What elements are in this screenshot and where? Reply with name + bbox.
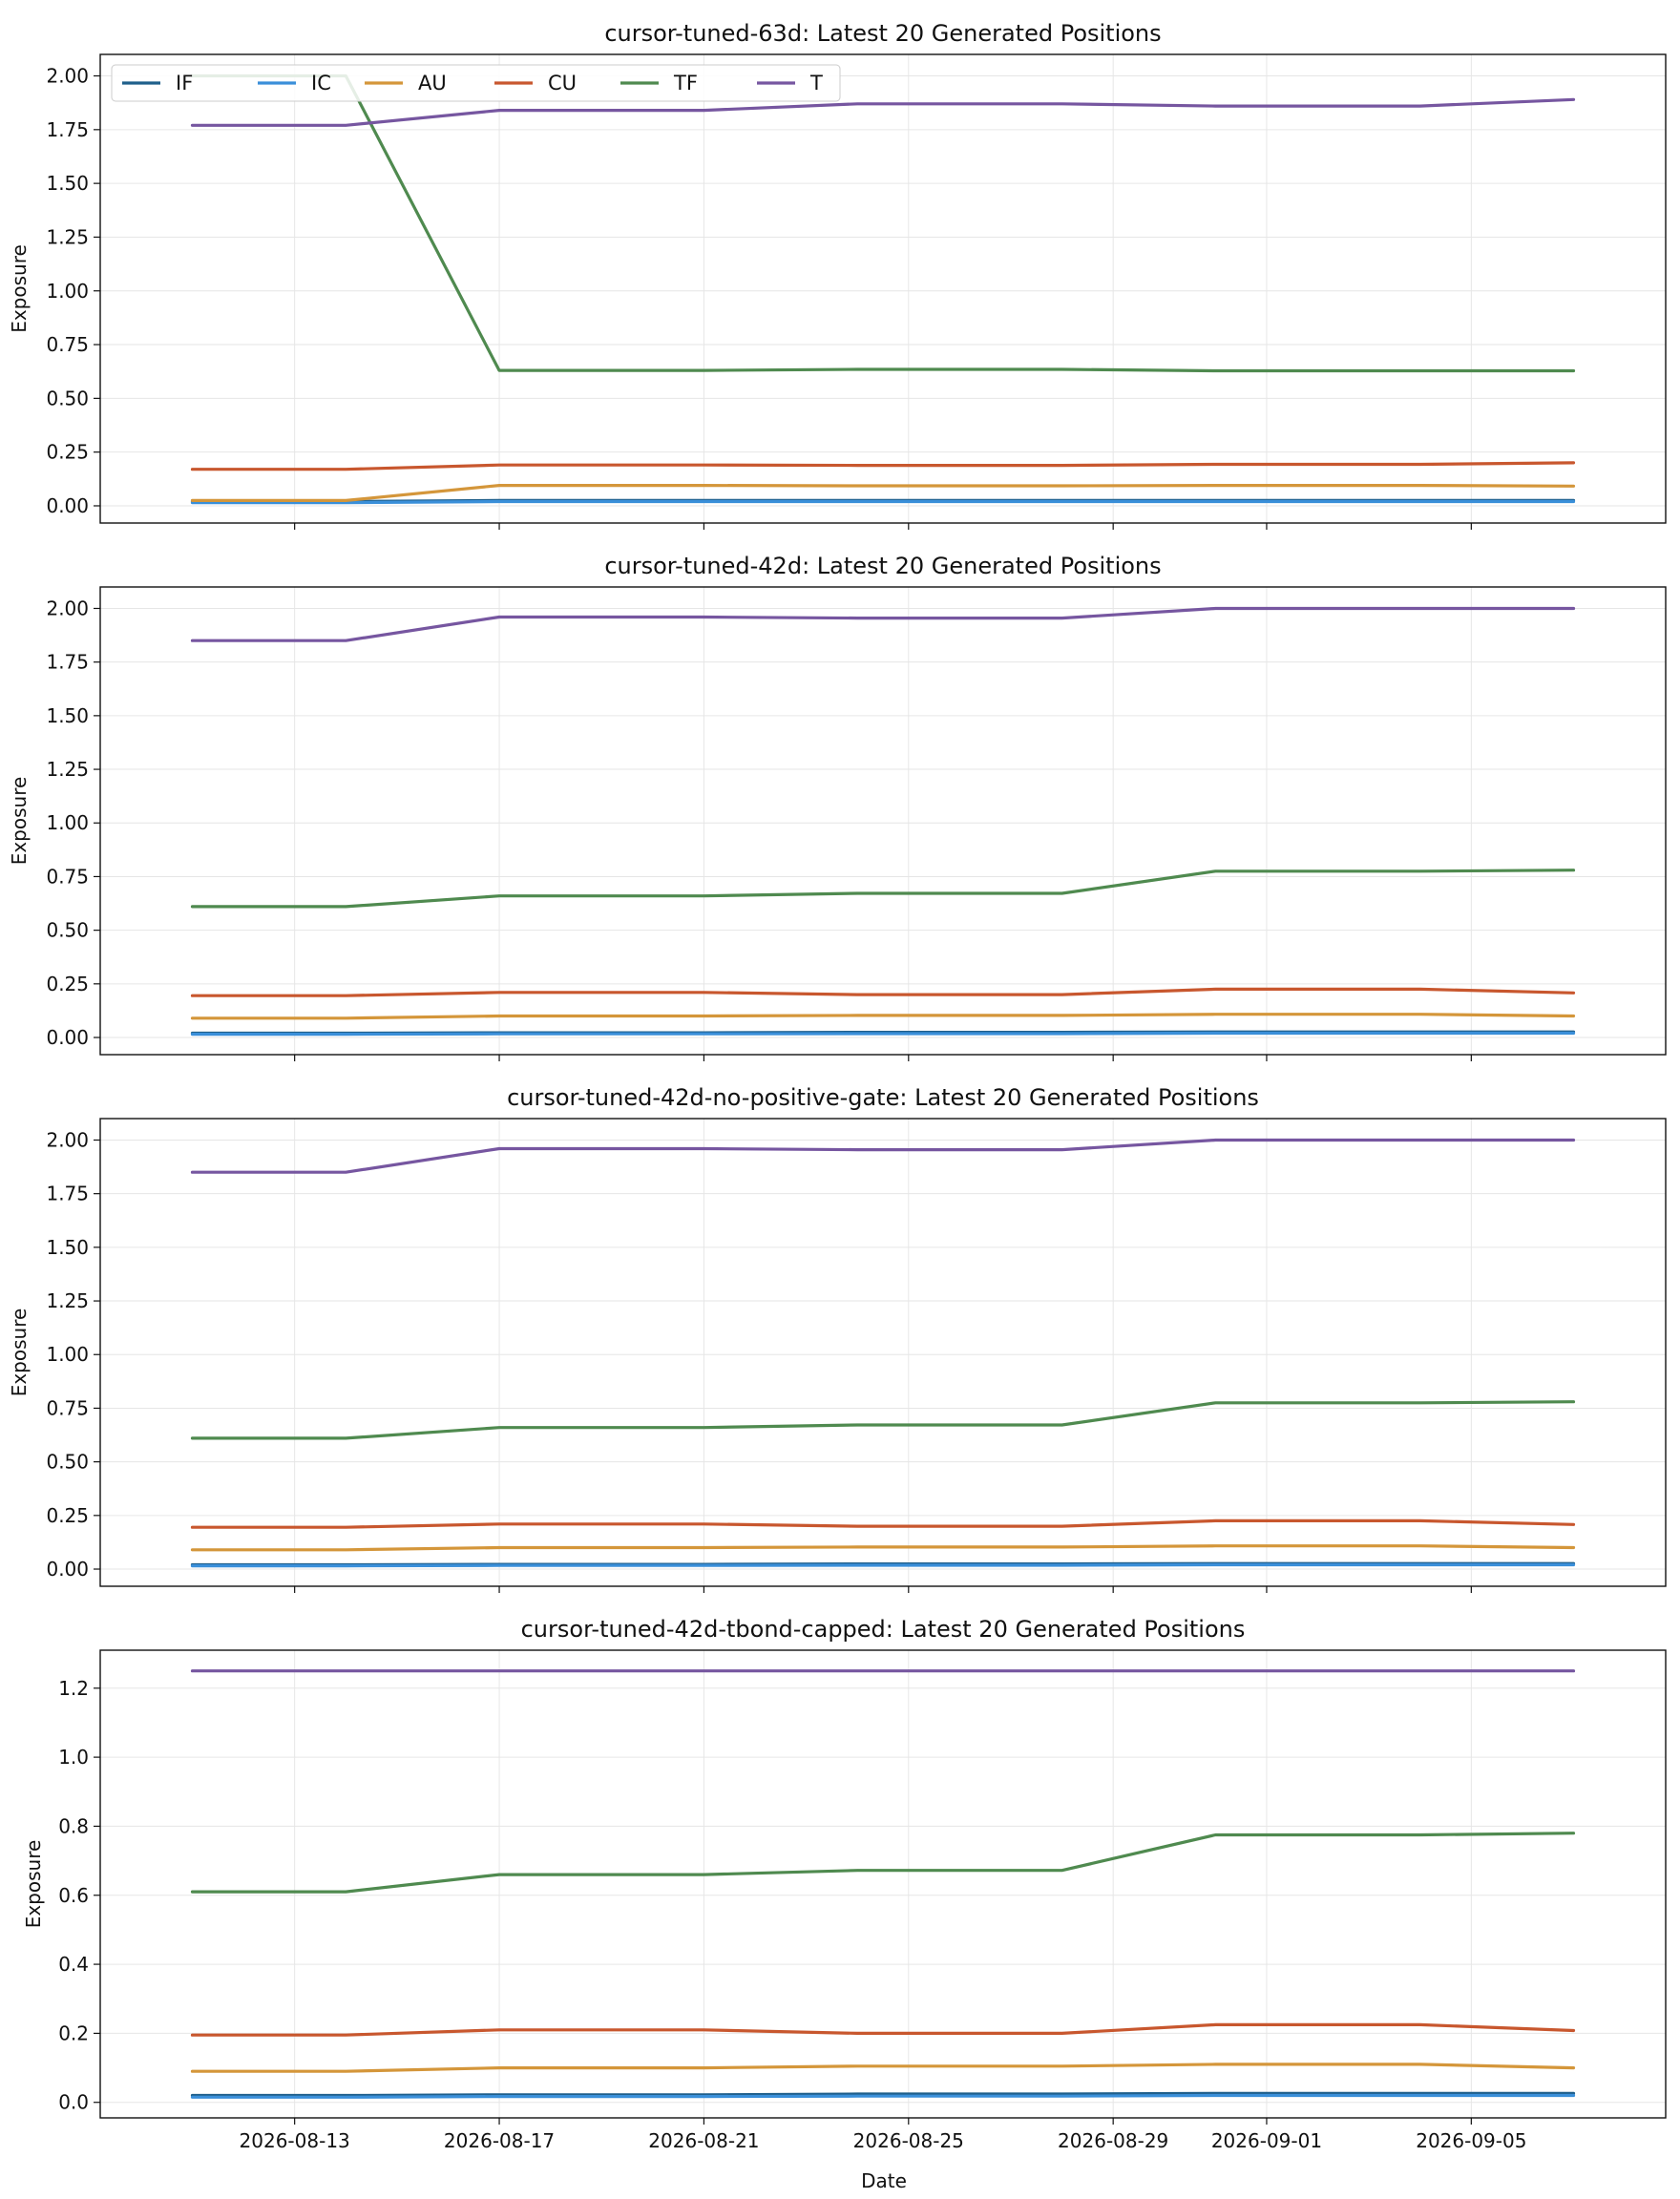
- y-tick-label: 1.75: [46, 651, 89, 674]
- y-tick-label: 2.00: [46, 597, 89, 619]
- y-tick-label: 1.25: [46, 1289, 89, 1312]
- legend-label-cu: CU: [548, 72, 577, 94]
- x-tick-label: 2026-08-21: [648, 2129, 759, 2152]
- shared-xlabel: Date: [861, 2169, 907, 2192]
- y-tick-label: 0.25: [46, 973, 89, 995]
- y-tick-label: 0.8: [58, 1814, 89, 1837]
- panel-title: cursor-tuned-42d-no-positive-gate: Lates…: [507, 1084, 1259, 1111]
- y-axis-label: Exposure: [22, 1840, 45, 1929]
- y-axis-label: Exposure: [8, 777, 31, 866]
- series-line-ic: [190, 2093, 1576, 2099]
- series-line-cu: [190, 1518, 1576, 1529]
- y-axis-label: Exposure: [8, 1309, 31, 1397]
- series-line-cu: [190, 2022, 1576, 2037]
- series-line-if: [190, 2091, 1576, 2098]
- y-tick-label: 0.2: [58, 2021, 89, 2044]
- x-tick-label: 2026-08-17: [444, 2129, 555, 2152]
- series-line-t: [190, 97, 1576, 127]
- x-tick-label: 2026-09-01: [1211, 2129, 1322, 2152]
- y-axis-label: Exposure: [8, 244, 31, 333]
- panel-title: cursor-tuned-42d-tbond-capped: Latest 20…: [521, 1616, 1246, 1643]
- axes-frame: [99, 53, 1667, 524]
- legend-label-t: T: [809, 72, 823, 94]
- y-tick-label: 0.50: [46, 919, 89, 942]
- y-tick-label: 1.25: [46, 758, 89, 781]
- legend: IF IC AU CU TF T: [111, 64, 841, 102]
- series-line-t: [190, 606, 1576, 642]
- axes-frame: [99, 1649, 1667, 2119]
- legend-label-if: IF: [176, 72, 193, 94]
- y-tick-label: 0.50: [46, 387, 89, 409]
- series-line-tf: [190, 869, 1576, 909]
- y-tick-label: 2.00: [46, 65, 89, 88]
- y-tick-label: 0.6: [58, 1884, 89, 1907]
- panel-4: 2026-08-13 2026-08-17 2026-08-21 2026-08-25…: [22, 1616, 1667, 2152]
- panel-1: 0.00 0.25 0.50 0.75 1.00 1.25 1.50 1.75 2.00 curs…: [8, 20, 1667, 530]
- axes-frame: [99, 586, 1667, 1056]
- x-tick-label: 2026-08-25: [853, 2129, 964, 2152]
- y-tick-label: 0.25: [46, 1504, 89, 1527]
- series-line-au: [190, 484, 1576, 503]
- y-tick-label: 0.4: [58, 1953, 89, 1976]
- series-line-au: [190, 1013, 1576, 1020]
- x-tick-label: 2026-08-13: [240, 2129, 350, 2152]
- panel-3: 0.00 0.25 0.50 0.75 1.00 1.25 1.50 1.75 2.00 curs…: [8, 1084, 1667, 1593]
- y-tick-label: 0.50: [46, 1451, 89, 1474]
- y-tick-label: 1.75: [46, 118, 89, 141]
- series-line-cu: [190, 987, 1576, 997]
- series-line-au: [190, 1544, 1576, 1552]
- plot-area: [100, 54, 1666, 523]
- legend-label-ic: IC: [311, 72, 331, 94]
- y-tick-label: 1.00: [46, 811, 89, 834]
- axes-frame: [99, 1118, 1667, 1587]
- y-tick-label: 1.00: [46, 1343, 89, 1366]
- y-tick-label: 1.25: [46, 225, 89, 248]
- y-tick-label: 0.0: [58, 2091, 89, 2114]
- y-tick-label: 0.25: [46, 441, 89, 464]
- series-line-tf: [190, 1832, 1576, 1894]
- panel-title: cursor-tuned-42d: Latest 20 Generated Po…: [604, 553, 1161, 579]
- series-line-cu: [190, 461, 1576, 471]
- panel-2: 0.00 0.25 0.50 0.75 1.00 1.25 1.50 1.75 2.00 curs…: [8, 553, 1667, 1061]
- y-tick-label: 0.75: [46, 1396, 89, 1419]
- y-tick-label: 0.00: [46, 494, 89, 517]
- y-tick-label: 1.2: [58, 1677, 89, 1700]
- series-line-tf: [190, 73, 1576, 373]
- y-tick-label: 2.00: [46, 1128, 89, 1151]
- series-line-ic: [190, 499, 1576, 505]
- y-tick-label: 1.75: [46, 1183, 89, 1205]
- plot-area: [100, 1119, 1666, 1586]
- y-tick-label: 0.00: [46, 1558, 89, 1581]
- series-line-au: [190, 2063, 1576, 2073]
- y-tick-label: 1.50: [46, 172, 89, 195]
- y-tick-label: 1.0: [58, 1746, 89, 1769]
- y-tick-label: 1.00: [46, 280, 89, 303]
- series-line-tf: [190, 1400, 1576, 1440]
- panels-layer: 0.00 0.25 0.50 0.75 1.00 1.25 1.50 1.75 2.00 curs…: [8, 20, 1667, 2152]
- x-tick-label: 2026-09-05: [1416, 2129, 1526, 2152]
- y-tick-label: 1.50: [46, 704, 89, 727]
- series-line-ic: [190, 1031, 1576, 1037]
- series-line-t: [190, 1138, 1576, 1174]
- y-tick-label: 0.75: [46, 333, 89, 356]
- y-tick-label: 0.75: [46, 865, 89, 888]
- panel-title: cursor-tuned-63d: Latest 20 Generated Po…: [604, 20, 1161, 47]
- y-tick-label: 0.00: [46, 1026, 89, 1049]
- legend-box: [111, 64, 841, 102]
- legend-label-au: AU: [418, 72, 447, 94]
- y-tick-label: 1.50: [46, 1236, 89, 1259]
- series-line-ic: [190, 1562, 1576, 1568]
- plot-area: [100, 1650, 1666, 2118]
- plot-area: [100, 587, 1666, 1055]
- x-tick-label: 2026-08-29: [1058, 2129, 1168, 2152]
- legend-label-tf: TF: [673, 72, 698, 94]
